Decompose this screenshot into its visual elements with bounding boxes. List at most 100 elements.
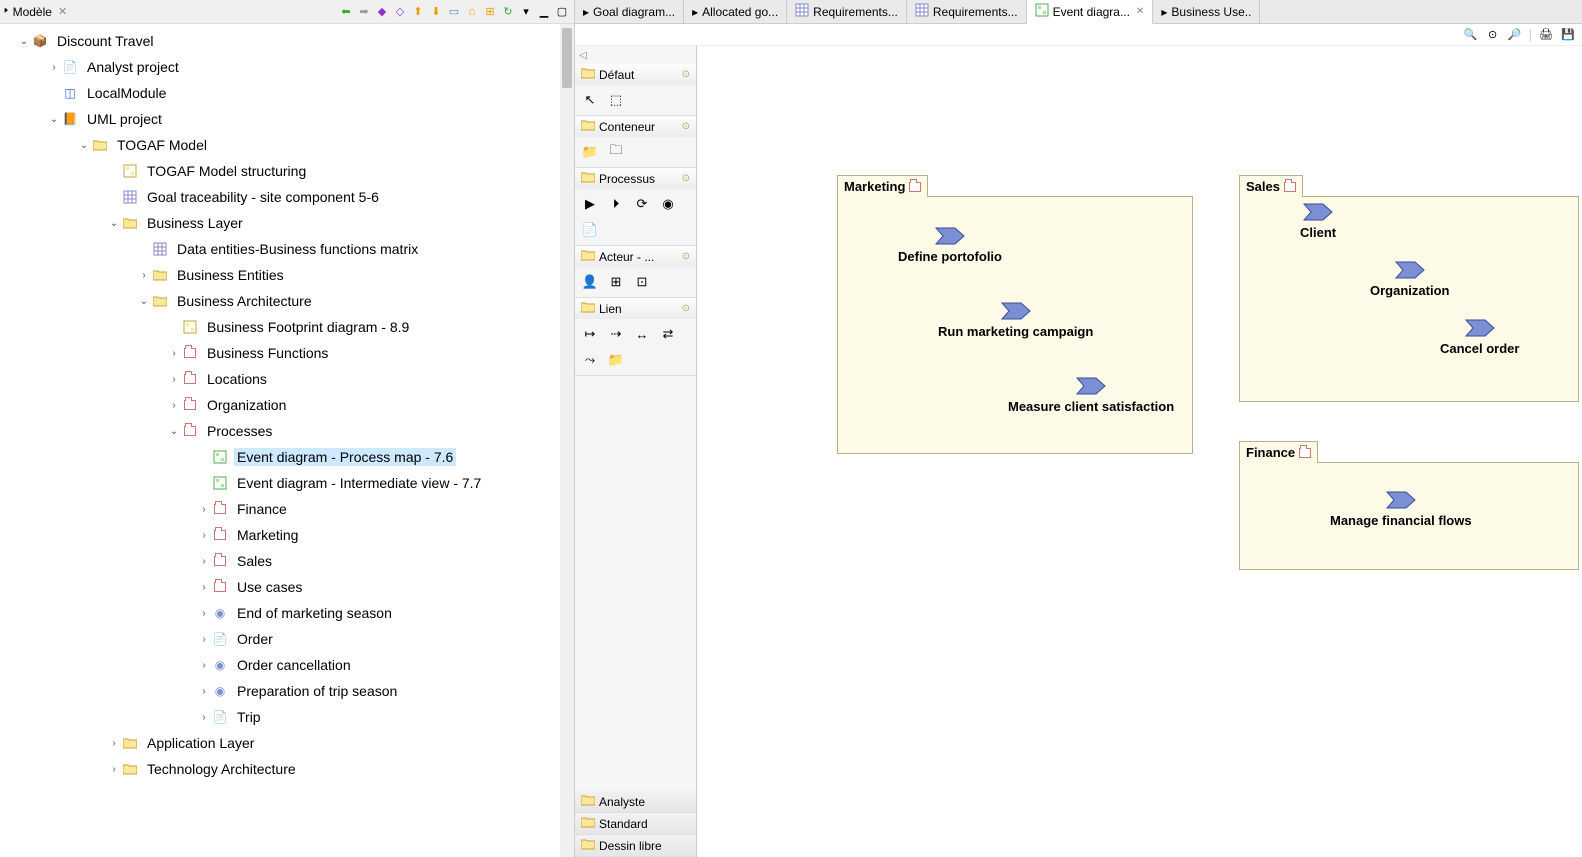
expander-icon[interactable]: › xyxy=(196,530,212,541)
sync-right-icon[interactable]: ◇ xyxy=(392,4,408,20)
proc-blue-tool[interactable]: ▶ xyxy=(581,195,599,213)
link5-tool[interactable]: ⤳ xyxy=(581,351,599,369)
process-node[interactable]: Organization xyxy=(1370,261,1449,298)
nav-forward-icon[interactable]: ➡ xyxy=(356,4,372,20)
link1-tool[interactable]: ↦ xyxy=(581,325,599,343)
collapse-icon[interactable]: ▭ xyxy=(446,4,462,20)
process-node[interactable]: Manage financial flows xyxy=(1330,491,1472,528)
editor-tab[interactable]: Event diagra...✕ xyxy=(1027,0,1154,24)
tree-item[interactable]: ◫LocalModule xyxy=(0,80,574,106)
expander-icon[interactable]: › xyxy=(166,348,182,359)
expander-icon[interactable]: › xyxy=(106,764,122,775)
tree-item[interactable]: ›◉End of marketing season xyxy=(0,600,574,626)
expander-icon[interactable]: › xyxy=(166,400,182,411)
expander-icon[interactable]: › xyxy=(196,608,212,619)
editor-tab[interactable]: ▸Business Use.. xyxy=(1153,0,1260,23)
expander-icon[interactable]: › xyxy=(106,738,122,749)
expander-icon[interactable]: ⌄ xyxy=(166,426,182,437)
tree-item[interactable]: ⌄Business Layer xyxy=(0,210,574,236)
process-node[interactable]: Run marketing campaign xyxy=(938,302,1093,339)
tree-item[interactable]: ›📄Order xyxy=(0,626,574,652)
palette-section-header[interactable]: Processus⊙ xyxy=(575,168,696,189)
close-tab-icon[interactable]: ✕ xyxy=(1136,6,1144,17)
tree-item[interactable]: ›Technology Architecture xyxy=(0,756,574,782)
view-menu-icon[interactable]: ▾ xyxy=(518,4,534,20)
event-circle-tool[interactable]: ◉ xyxy=(659,195,677,213)
expander-icon[interactable]: › xyxy=(196,686,212,697)
pin-icon[interactable]: ⊙ xyxy=(682,173,690,184)
tree-item[interactable]: ›Business Functions xyxy=(0,340,574,366)
tree-item[interactable]: ⌄📙UML project xyxy=(0,106,574,132)
palette-drawer[interactable]: Dessin libre xyxy=(575,835,696,856)
link2-tool[interactable]: ⇢ xyxy=(607,325,625,343)
palette-section-header[interactable]: Lien⊙ xyxy=(575,298,696,319)
zoom-reset-icon[interactable]: ⊙ xyxy=(1485,27,1501,43)
tree-item[interactable]: Business Footprint diagram - 8.9 xyxy=(0,314,574,340)
palette-nav[interactable]: ◁ xyxy=(575,46,696,64)
expander-icon[interactable]: › xyxy=(46,62,62,73)
refresh-icon[interactable]: ↻ xyxy=(500,4,516,20)
tree-item[interactable]: ›Organization xyxy=(0,392,574,418)
proc-green-tool[interactable]: ⏵ xyxy=(607,195,625,213)
tree-item[interactable]: ›Use cases xyxy=(0,574,574,600)
doc-tool[interactable]: 📄 xyxy=(581,221,599,239)
tree-item[interactable]: ⌄Business Architecture xyxy=(0,288,574,314)
tree-item[interactable]: ›📄Analyst project xyxy=(0,54,574,80)
package-finance[interactable]: FinanceManage financial flows xyxy=(1239,462,1579,570)
editor-tab[interactable]: Requirements... xyxy=(907,0,1027,23)
nav-back-icon[interactable]: ⬅ xyxy=(338,4,354,20)
tree-item[interactable]: TOGAF Model structuring xyxy=(0,158,574,184)
tree-item[interactable]: ›◉Order cancellation xyxy=(0,652,574,678)
zoom-out-icon[interactable]: 🔎 xyxy=(1507,27,1523,43)
expander-icon[interactable]: ⌄ xyxy=(136,296,152,307)
tree-item[interactable]: ›Locations xyxy=(0,366,574,392)
tree-item[interactable]: Goal traceability - site component 5-6 xyxy=(0,184,574,210)
link4-tool[interactable]: ⇄ xyxy=(659,325,677,343)
folder-blue-tool[interactable]: 🗀 xyxy=(607,143,625,161)
close-panel-icon[interactable]: ✕ xyxy=(58,5,67,18)
sync-left-icon[interactable]: ◆ xyxy=(374,4,390,20)
editor-tab[interactable]: ▸Goal diagram... xyxy=(575,0,684,23)
tree-item[interactable]: Event diagram - Process map - 7.6 xyxy=(0,444,574,470)
proc-link-tool[interactable]: ⟳ xyxy=(633,195,651,213)
process-node[interactable]: Measure client satisfaction xyxy=(1008,377,1174,414)
tree-item[interactable]: ›📄Trip xyxy=(0,704,574,730)
package-tab[interactable]: Sales xyxy=(1239,175,1303,197)
expander-icon[interactable]: › xyxy=(196,582,212,593)
cursor-tool[interactable]: ↖ xyxy=(581,91,599,109)
scrollbar-thumb[interactable] xyxy=(562,28,572,88)
tree-item[interactable]: ›Application Layer xyxy=(0,730,574,756)
link-icon[interactable]: ⊞ xyxy=(482,4,498,20)
model-tree[interactable]: ⌄📦Discount Travel›📄Analyst project◫Local… xyxy=(0,24,574,857)
home-icon[interactable]: ⌂ xyxy=(464,4,480,20)
package-sales[interactable]: SalesClientOrganizationCancel order xyxy=(1239,196,1579,402)
tree-item[interactable]: ›Marketing xyxy=(0,522,574,548)
actor1-tool[interactable]: 👤 xyxy=(581,273,599,291)
link3-tool[interactable]: ↔ xyxy=(633,325,651,343)
maximize-icon[interactable]: ▢ xyxy=(554,4,570,20)
editor-tab[interactable]: Requirements... xyxy=(787,0,907,23)
tree-item[interactable]: ⌄TOGAF Model xyxy=(0,132,574,158)
tree-item[interactable]: ›◉Preparation of trip season xyxy=(0,678,574,704)
down-icon[interactable]: ⬇ xyxy=(428,4,444,20)
palette-drawer[interactable]: Analyste xyxy=(575,791,696,812)
process-node[interactable]: Cancel order xyxy=(1440,319,1519,356)
package-marketing[interactable]: MarketingDefine portofolioRun marketing … xyxy=(837,196,1193,454)
tree-item[interactable]: Data entities-Business functions matrix xyxy=(0,236,574,262)
actor3-tool[interactable]: ⊡ xyxy=(633,273,651,291)
diagram-canvas[interactable]: MarketingDefine portofolioRun marketing … xyxy=(697,46,1582,857)
expander-icon[interactable]: › xyxy=(196,556,212,567)
tree-item[interactable]: Event diagram - Intermediate view - 7.7 xyxy=(0,470,574,496)
tree-scrollbar[interactable] xyxy=(560,24,574,857)
process-node[interactable]: Define portofolio xyxy=(898,227,1002,264)
link-folder-tool[interactable]: 📁 xyxy=(607,351,625,369)
expander-icon[interactable]: ⌄ xyxy=(16,36,32,47)
expander-icon[interactable]: › xyxy=(166,374,182,385)
package-tab[interactable]: Finance xyxy=(1239,441,1318,463)
tree-item[interactable]: ›Finance xyxy=(0,496,574,522)
pin-icon[interactable]: ⊙ xyxy=(682,303,690,314)
editor-tab[interactable]: ▸Allocated go... xyxy=(684,0,787,23)
palette-section-header[interactable]: Défaut⊙ xyxy=(575,64,696,85)
expander-icon[interactable]: › xyxy=(196,504,212,515)
expander-icon[interactable]: › xyxy=(196,660,212,671)
